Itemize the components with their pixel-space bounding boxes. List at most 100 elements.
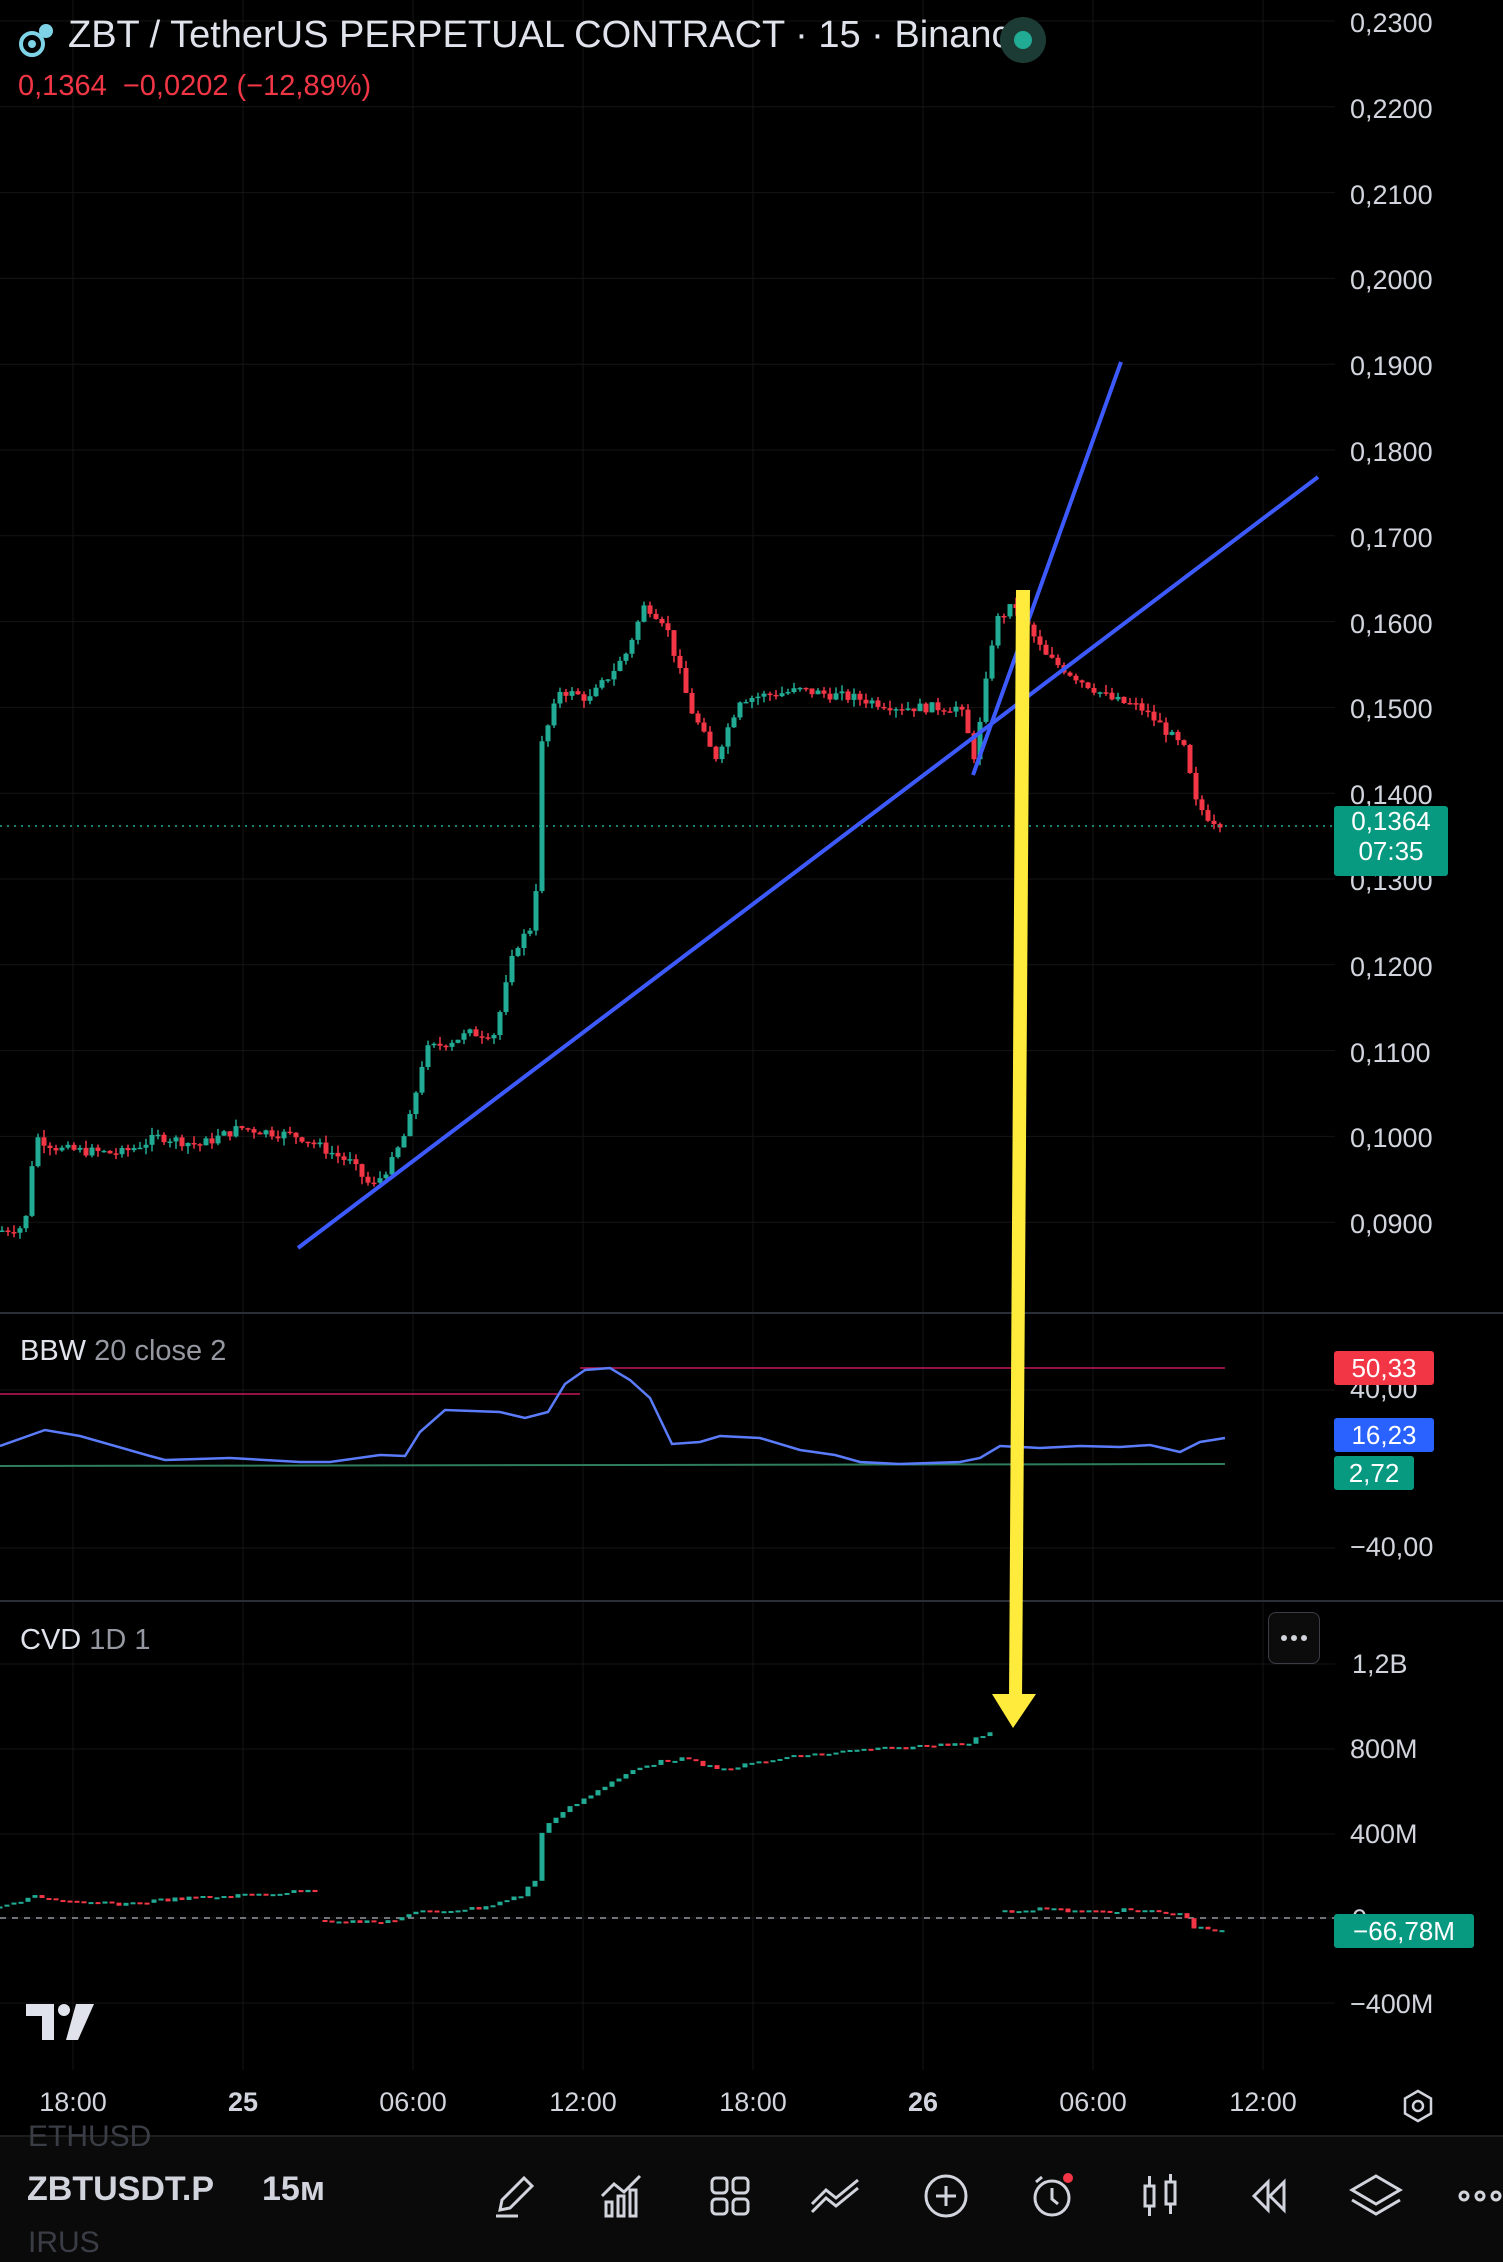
cvd-candle <box>1072 1910 1078 1913</box>
candle-body <box>551 703 557 726</box>
symbol-button[interactable]: ZBTUSDT.P <box>27 2170 214 2208</box>
cvd-candle <box>812 1753 818 1756</box>
pane-more-button[interactable] <box>1268 1612 1320 1664</box>
cvd-candle <box>945 1743 951 1746</box>
pencil-icon[interactable] <box>488 2168 544 2224</box>
bar-countdown: 07:35 <box>1358 836 1424 866</box>
cvd-candle <box>791 1755 797 1758</box>
candle-body <box>11 1232 17 1234</box>
candle-body <box>509 955 515 983</box>
candle-body <box>155 1134 161 1137</box>
interval-button[interactable]: 15м <box>262 2170 325 2208</box>
candle-body <box>95 1147 101 1151</box>
cvd-candle <box>151 1899 157 1903</box>
cvd-candle <box>987 1732 993 1737</box>
cvd-label: CVD <box>20 1624 82 1656</box>
candle-body <box>365 1176 371 1183</box>
cvd-candle <box>1177 1913 1183 1916</box>
indicators-icon[interactable] <box>594 2168 650 2224</box>
layout-grid-icon[interactable] <box>702 2168 758 2224</box>
chart-settings-icon[interactable] <box>1400 2088 1436 2124</box>
candle-body <box>995 615 1001 646</box>
cvd-candle <box>371 1920 377 1923</box>
cvd-candle <box>896 1747 902 1750</box>
candle-body <box>989 645 995 679</box>
candle-body <box>329 1152 335 1155</box>
candle-body <box>1073 675 1079 681</box>
cvd-candle <box>1163 1911 1169 1914</box>
cvd-candle <box>910 1746 916 1750</box>
cvd-candle <box>1114 1912 1120 1915</box>
replay-icon[interactable] <box>1240 2168 1296 2224</box>
alert-icon[interactable] <box>1024 2168 1080 2224</box>
bbw-params: 20 close 2 <box>94 1335 227 1367</box>
cvd-candle <box>889 1746 895 1749</box>
candle-body <box>665 623 671 631</box>
compare-icon[interactable] <box>808 2168 864 2224</box>
candle-body <box>527 930 533 934</box>
cvd-candle <box>0 1906 3 1909</box>
add-icon[interactable] <box>918 2168 974 2224</box>
cvd-candle <box>228 1896 234 1899</box>
cvd-candle <box>130 1902 136 1905</box>
candle-body <box>731 717 737 728</box>
more-icon[interactable] <box>1456 2168 1503 2224</box>
candle-body <box>1079 680 1085 683</box>
bbw-legend[interactable]: BBW 20 close 2 <box>20 1335 226 1368</box>
cvd-candle <box>931 1745 937 1748</box>
candle-body <box>1109 692 1115 700</box>
candle-body <box>617 660 623 671</box>
cvd-candle <box>700 1760 706 1767</box>
cvd-candle <box>735 1767 741 1770</box>
cvd-legend[interactable]: CVD 1D 1 <box>20 1624 151 1657</box>
chart-title[interactable]: ZBT / TetherUS PERPETUAL CONTRACT · 15 ·… <box>68 14 1032 56</box>
bbw-lower-badge: 2,72 <box>1334 1456 1414 1490</box>
candle-body <box>1085 682 1091 688</box>
candle-body <box>623 653 629 661</box>
candle-body <box>443 1045 449 1048</box>
current-price-badge: 0,1364 07:35 <box>1334 806 1448 876</box>
cvd-candle <box>123 1902 129 1906</box>
layers-icon[interactable] <box>1348 2168 1404 2224</box>
candle-body <box>629 639 635 654</box>
candle-body <box>803 687 809 690</box>
cvd-candle <box>966 1743 972 1746</box>
cvd-candle <box>651 1764 657 1767</box>
price-change-pct: (−12,89%) <box>236 70 372 102</box>
cvd-candle <box>1016 1911 1022 1914</box>
cvd-candle <box>32 1895 38 1898</box>
candle-body <box>227 1131 233 1137</box>
cvd-candle <box>1051 1908 1057 1911</box>
candle-body <box>725 727 731 747</box>
candle-body <box>845 691 851 700</box>
candle-body <box>5 1230 11 1233</box>
candle-body <box>167 1141 173 1143</box>
price-axis-label: 0,1700 <box>1350 522 1433 553</box>
cvd-candle <box>742 1763 748 1768</box>
candle-body <box>761 693 767 697</box>
cvd-candle <box>1023 1910 1029 1913</box>
candle-body <box>695 713 701 723</box>
cvd-candle <box>826 1753 832 1756</box>
market-status-icon[interactable] <box>1000 17 1046 63</box>
cvd-candle <box>256 1893 262 1896</box>
candle-body <box>539 741 545 892</box>
candle-body <box>737 702 743 718</box>
candle-body <box>1031 624 1037 637</box>
bar-style-icon[interactable] <box>1132 2168 1188 2224</box>
cvd-candle <box>763 1761 769 1764</box>
price-axis-label: 0,1800 <box>1350 437 1433 467</box>
candle-body <box>491 1035 497 1039</box>
cvd-candle <box>350 1920 356 1923</box>
candle-body <box>785 691 791 694</box>
cvd-candle <box>312 1889 318 1893</box>
time-axis-label: 12:00 <box>1229 2087 1297 2117</box>
candle-body <box>689 692 695 714</box>
candle-body <box>407 1114 413 1137</box>
candle-body <box>293 1132 299 1138</box>
bbw-value-badge: 16,23 <box>1334 1418 1434 1452</box>
cvd-candle <box>74 1900 80 1903</box>
cvd-candle <box>53 1898 59 1901</box>
candle-body <box>161 1134 167 1143</box>
